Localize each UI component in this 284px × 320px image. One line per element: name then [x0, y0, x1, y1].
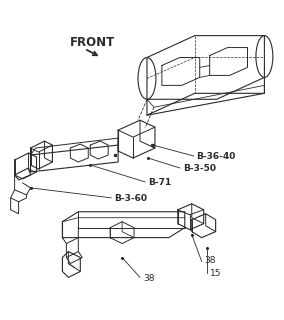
Text: B-36-40: B-36-40	[196, 151, 235, 161]
Text: 38: 38	[205, 256, 216, 265]
Text: 15: 15	[210, 269, 221, 278]
Text: FRONT: FRONT	[70, 36, 116, 49]
Text: 38: 38	[143, 274, 154, 283]
Text: B-3-60: B-3-60	[114, 194, 147, 203]
Text: B-71: B-71	[148, 178, 171, 188]
Text: B-3-50: B-3-50	[183, 164, 216, 173]
